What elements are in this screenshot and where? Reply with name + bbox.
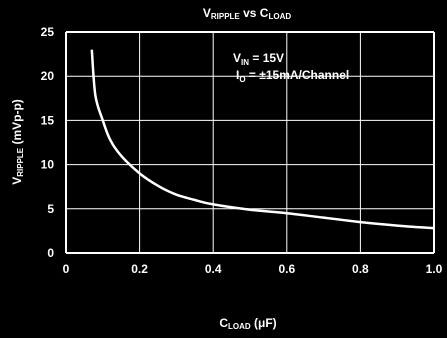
x-axis-label: CLOAD (μF)	[219, 316, 276, 331]
x-tick-label: 0.2	[131, 262, 148, 276]
ripple-curve	[90, 49, 435, 230]
x-tick-label: 0	[63, 262, 70, 276]
grid	[65, 31, 435, 254]
chart-title: VRIPPLE vs CLOAD	[203, 6, 291, 21]
annotation-vin: VIN = 15V	[233, 51, 284, 67]
y-tick-label: 5	[47, 202, 54, 216]
x-tick-label: 1.0	[426, 262, 443, 276]
y-tick-label: 0	[47, 246, 54, 260]
x-tick-label: 0.8	[352, 262, 369, 276]
y-tick-label: 25	[41, 25, 55, 39]
x-tick-label: 0.4	[205, 262, 222, 276]
y-tick-label: 20	[41, 69, 55, 83]
annotation-io: IO = ±15mA/Channel	[236, 68, 349, 84]
y-axis-label: VRIPPLE (mVp-p)	[10, 99, 25, 185]
tick-labels: 0 0.2 0.4 0.6 0.8 1.0 0 5 10 15 20 25	[41, 25, 443, 276]
x-tick-label: 0.6	[278, 262, 295, 276]
y-tick-label: 10	[41, 158, 55, 172]
y-tick-label: 15	[41, 113, 55, 127]
